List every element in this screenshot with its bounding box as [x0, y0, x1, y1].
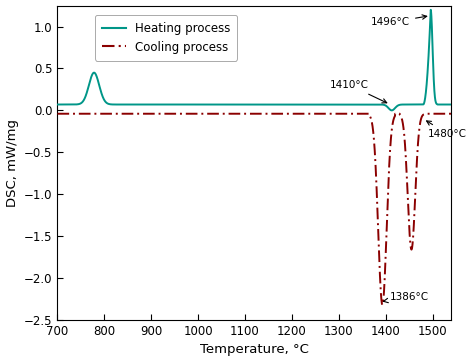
Text: 1496°C: 1496°C	[371, 15, 427, 27]
Text: 1386°C: 1386°C	[383, 291, 428, 303]
Legend: Heating process, Cooling process: Heating process, Cooling process	[95, 14, 237, 61]
Text: 1410°C: 1410°C	[330, 80, 387, 103]
Y-axis label: DSC, mW/mg: DSC, mW/mg	[6, 119, 18, 207]
X-axis label: Temperature, °C: Temperature, °C	[200, 344, 309, 357]
Text: 1480°C: 1480°C	[427, 121, 467, 139]
